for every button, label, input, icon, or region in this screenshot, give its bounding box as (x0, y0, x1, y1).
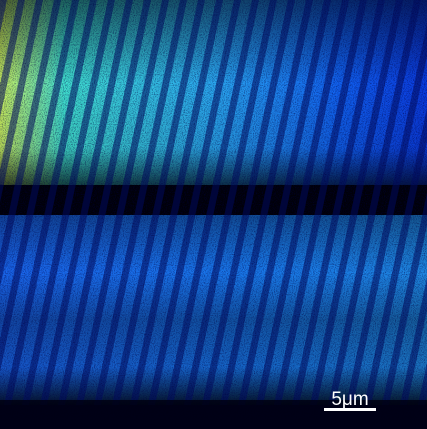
scale-bar-label: 5μm (331, 389, 368, 410)
scale-bar (324, 408, 376, 411)
micrograph: 5μm (0, 0, 427, 429)
noise (0, 0, 427, 429)
